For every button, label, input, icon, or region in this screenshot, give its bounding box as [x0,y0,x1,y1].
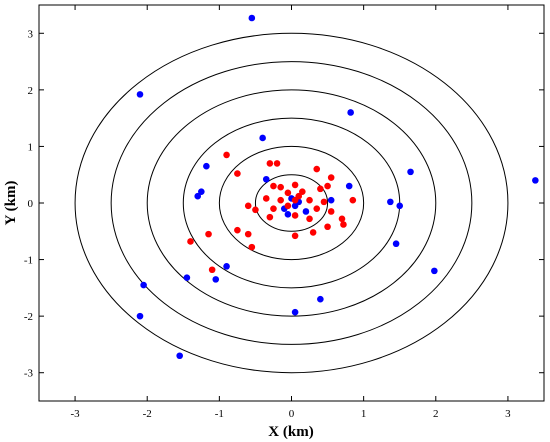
x-tick-label: -3 [70,408,80,420]
blue-data-point [194,192,202,200]
y-tick-label: 0 [28,198,34,210]
red-data-point [208,266,216,274]
red-data-point [266,213,274,221]
red-data-point [349,196,357,204]
red-data-point [291,181,299,189]
red-data-point [324,182,331,190]
blue-data-point [291,202,299,210]
blue-data-point [259,134,266,142]
blue-data-point [284,211,292,218]
blue-data-point [176,352,183,360]
red-data-point [270,205,277,212]
x-tick-label: 3 [505,408,511,420]
red-data-point [295,192,303,200]
x-tick-label: 1 [361,408,367,420]
red-data-point [340,221,347,228]
y-axis-title: Y (km) [3,181,19,226]
blue-data-point [302,208,310,215]
red-data-point [244,202,252,210]
red-data-point [299,188,306,195]
blue-data-point [345,182,353,190]
blue-data-point [396,202,404,210]
red-data-point [313,205,321,212]
red-data-point [266,160,274,167]
red-data-point [317,185,324,193]
blue-data-point [431,267,438,275]
red-data-point [277,183,284,191]
red-data-point [320,198,328,206]
x-tick-label: 2 [433,408,439,420]
red-data-point [306,215,313,223]
red-data-point [324,223,331,231]
red-data-point [277,196,284,204]
x-axis-title: X (km) [268,424,313,440]
red-data-point [234,170,241,177]
red-data-point [284,189,292,197]
blue-data-point [140,281,147,289]
red-data-point [338,215,346,223]
red-data-point [273,160,281,167]
x-tick-label: -1 [215,408,224,420]
blue-data-point [262,175,270,183]
blue-data-point [248,14,256,22]
red-data-point [187,238,194,245]
blue-data-point [203,162,210,170]
red-data-point [234,226,241,234]
blue-data-point [347,109,354,116]
y-tick-label: 3 [28,28,34,40]
blue-data-point [317,295,324,303]
red-data-point [284,202,292,210]
blue-data-point [291,308,299,316]
red-data-point [244,230,252,238]
blue-data-point [392,240,400,248]
red-data-point [252,206,259,214]
blue-data-point [183,274,191,281]
blue-data-point [407,168,414,176]
red-data-point [205,230,212,238]
red-data-point [327,208,335,215]
plot-area [38,4,545,402]
blue-data-point [532,177,539,184]
y-tick-label: 1 [28,141,34,153]
range-circle [110,61,473,345]
range-circle [218,145,365,261]
red-data-point [291,232,299,240]
x-tick-label: 0 [289,408,295,420]
blue-data-point [198,188,205,195]
red-data-point [327,174,335,181]
blue-data-point [136,312,144,320]
blue-data-point [387,198,394,206]
range-circle [146,89,437,317]
red-data-point [291,212,299,219]
blue-data-point [223,263,230,270]
y-tick-label: -1 [24,255,33,267]
red-data-point [248,243,256,251]
red-data-point [313,165,321,173]
red-data-point [309,229,317,236]
red-data-point [270,182,277,190]
blue-data-point [212,276,220,283]
red-data-point [223,151,230,159]
range-circle [74,32,509,374]
y-tick-label: 2 [28,85,34,97]
red-data-point [262,195,270,202]
blue-data-point [136,91,144,98]
red-data-point [306,196,313,204]
blue-data-point [327,196,335,204]
x-tick-label: -2 [143,408,152,420]
y-tick-label: -2 [24,311,33,323]
range-circle [254,174,329,232]
y-tick-label: -3 [24,368,34,380]
